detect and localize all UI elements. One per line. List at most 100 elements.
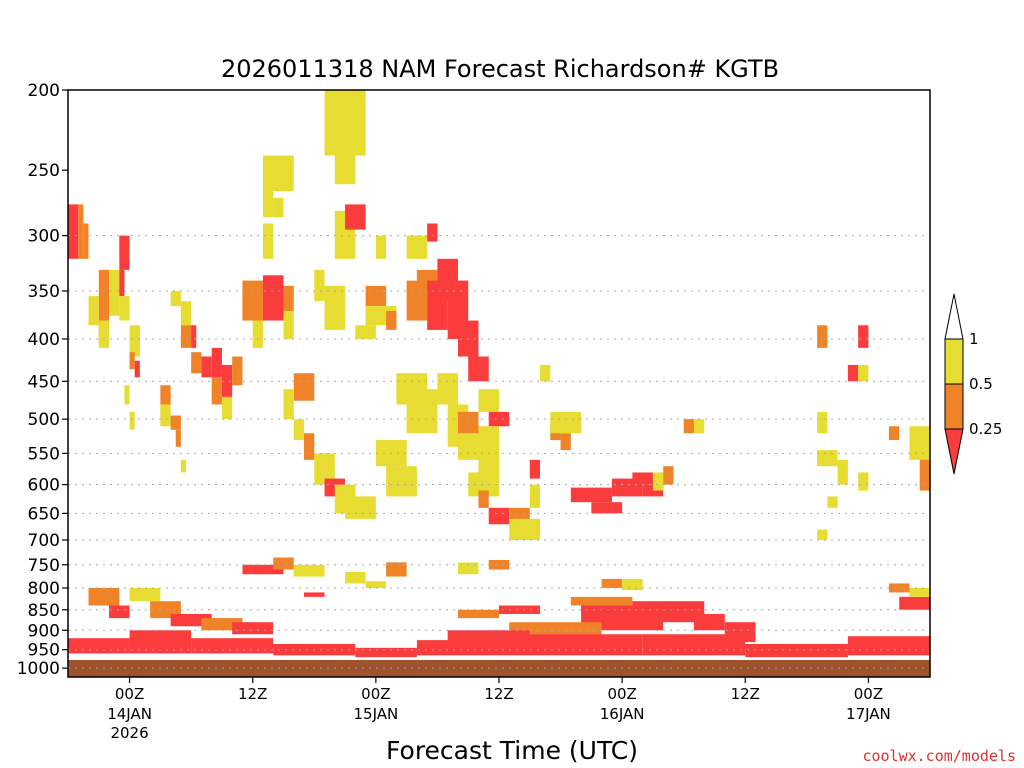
ri-cell — [232, 622, 274, 635]
ri-cell — [345, 496, 376, 519]
ri-cell — [478, 389, 499, 412]
ri-cell — [693, 613, 725, 631]
ri-cell — [570, 596, 633, 606]
ri-cell — [478, 426, 499, 473]
ri-cell — [457, 609, 499, 619]
ri-cell — [262, 155, 294, 192]
x-tick-label: 00Z — [607, 685, 636, 703]
ri-cell — [88, 587, 120, 606]
ri-cell — [314, 453, 335, 485]
ri-cell — [632, 601, 705, 623]
y-tick-label: 350 — [28, 282, 60, 302]
ri-cell — [262, 275, 284, 321]
x-tick-date: 14JAN — [107, 705, 152, 723]
ri-cell — [406, 389, 438, 434]
ri-cell — [262, 223, 274, 259]
legend-label: 0.25 — [969, 420, 1002, 438]
ri-cell — [386, 310, 397, 330]
ri-cell — [262, 191, 274, 218]
y-tick-label: 200 — [28, 81, 60, 101]
ri-cell — [293, 564, 325, 577]
ri-cell — [488, 507, 510, 525]
ri-cell — [693, 419, 705, 434]
legend-swatch-0.25-0.5 — [944, 383, 964, 430]
ri-cell — [888, 583, 910, 593]
x-tick-label: 12Z — [731, 685, 760, 703]
y-tick-label: 550 — [28, 444, 60, 464]
x-tick-label: 00Z — [854, 685, 883, 703]
ri-cell — [642, 634, 746, 656]
y-tick-label: 900 — [28, 621, 60, 641]
y-tick-label: 1000 — [17, 659, 60, 679]
y-tick-label: 300 — [28, 227, 60, 247]
ri-cell — [129, 352, 135, 370]
ri-cell — [78, 204, 84, 259]
x-tick-label: 12Z — [238, 685, 267, 703]
ri-cell — [180, 301, 192, 326]
ri-cell — [134, 360, 140, 378]
ri-cell — [909, 426, 930, 460]
ri-cell — [909, 587, 930, 597]
ri-cell — [252, 320, 263, 348]
y-tick-label: 500 — [28, 410, 60, 430]
ri-cell — [98, 269, 110, 321]
ri-cell — [124, 385, 130, 405]
y-tick-label: 950 — [28, 641, 60, 661]
ri-cell — [170, 415, 181, 430]
ri-cell — [478, 490, 489, 508]
ri-cell — [129, 587, 161, 602]
ri-cell — [304, 433, 315, 460]
ri-cell — [817, 325, 828, 348]
ri-cell — [314, 269, 325, 302]
ri-cell — [529, 459, 541, 479]
ri-cell — [191, 638, 274, 654]
ri-cell — [242, 280, 263, 321]
ri-cell — [129, 411, 135, 430]
legend-label: 0.5 — [969, 375, 993, 393]
y-tick-label: 750 — [28, 556, 60, 576]
ri-cell — [683, 419, 694, 434]
ri-cell — [375, 235, 387, 259]
y-tick-label: 800 — [28, 579, 60, 599]
legend-label: 1 — [969, 330, 979, 348]
ri-cell — [406, 235, 428, 259]
x-tick-year: 2026 — [110, 724, 148, 742]
ri-cell — [129, 325, 140, 357]
ri-cell — [109, 269, 120, 316]
ri-cells — [68, 90, 930, 658]
ri-cell — [170, 291, 181, 307]
ri-cell — [817, 411, 828, 434]
ri-cell — [160, 385, 171, 405]
ri-cell — [550, 411, 582, 434]
legend-swatch-above-1 — [944, 293, 964, 340]
ri-cell — [160, 404, 171, 427]
ri-cell — [457, 411, 479, 434]
ri-cell — [201, 356, 212, 378]
ri-cell — [109, 605, 130, 619]
plot-background — [68, 90, 930, 677]
ri-cell — [457, 433, 479, 460]
ri-cell — [83, 223, 89, 259]
ri-cell — [386, 562, 407, 577]
ri-cell — [560, 433, 571, 451]
ri-cell — [745, 643, 848, 658]
x-tick-date: 15JAN — [353, 705, 398, 723]
ri-cell — [191, 325, 197, 348]
ri-cell — [88, 296, 99, 326]
ri-cell — [283, 310, 294, 339]
y-tick-label: 250 — [28, 161, 60, 181]
ri-cell — [365, 581, 387, 588]
ri-cell — [652, 472, 664, 491]
ri-cell — [591, 502, 623, 514]
ri-cell — [211, 377, 222, 405]
y-tick-label: 650 — [28, 504, 60, 524]
ri-cell — [293, 419, 305, 441]
ri-cell — [355, 325, 376, 339]
ri-cell — [119, 296, 130, 321]
ri-cell — [68, 204, 79, 259]
ri-cell — [837, 459, 848, 485]
ri-cell — [899, 596, 930, 610]
ri-cell — [847, 364, 859, 382]
y-tick-label: 450 — [28, 372, 60, 392]
ri-cell — [529, 484, 541, 508]
